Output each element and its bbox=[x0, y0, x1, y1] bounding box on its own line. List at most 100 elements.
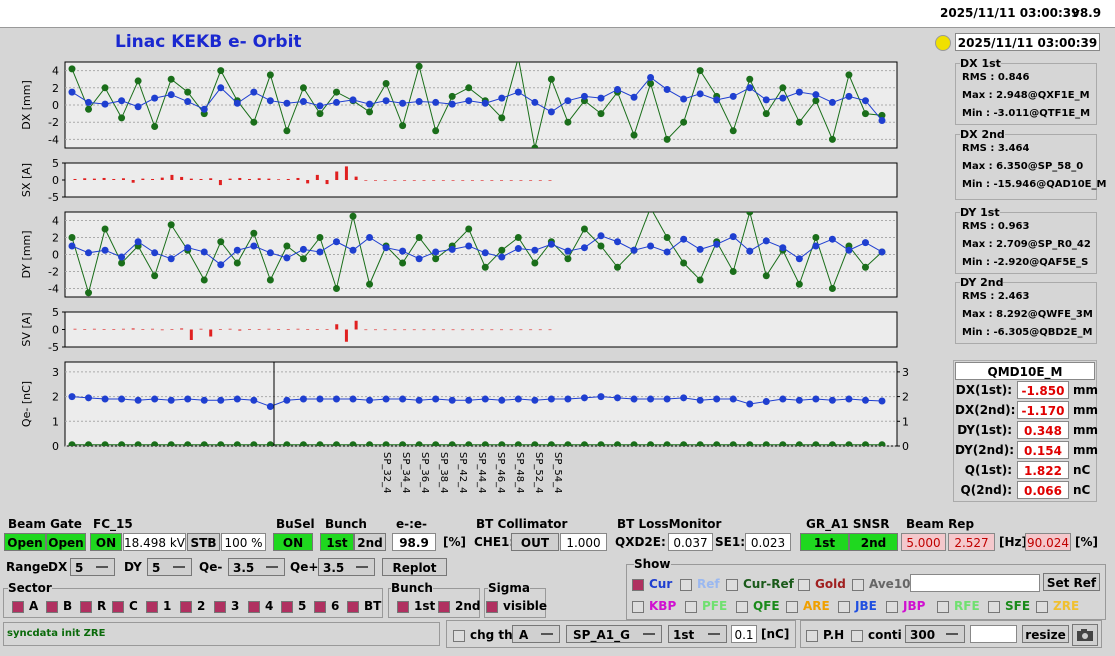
point bbox=[614, 394, 622, 402]
point bbox=[465, 225, 473, 233]
button[interactable]: ON bbox=[90, 533, 122, 551]
point bbox=[167, 396, 175, 404]
combo[interactable]: 3.5 bbox=[318, 558, 375, 576]
show-checkbox[interactable]: JBE bbox=[838, 599, 877, 613]
sector-checkbox[interactable]: BT bbox=[347, 599, 381, 613]
button[interactable]: Set Ref bbox=[1043, 573, 1100, 591]
show-checkbox[interactable]: QFE bbox=[736, 599, 780, 613]
bar bbox=[422, 180, 426, 181]
point bbox=[762, 237, 770, 245]
sector-checkbox[interactable]: C bbox=[112, 599, 138, 613]
button[interactable]: 1st bbox=[320, 533, 354, 551]
marks bbox=[73, 320, 552, 342]
button[interactable]: OUT bbox=[511, 533, 559, 551]
point bbox=[399, 259, 407, 267]
point bbox=[597, 232, 605, 240]
field: 2.527 bbox=[948, 533, 995, 551]
point bbox=[233, 395, 241, 403]
show-checkbox[interactable]: ZRE bbox=[1036, 599, 1079, 613]
input[interactable] bbox=[970, 625, 1017, 643]
bar bbox=[238, 329, 242, 331]
sector-checkbox[interactable]: A bbox=[12, 599, 38, 613]
indicator bbox=[935, 35, 951, 51]
bar bbox=[529, 180, 533, 181]
label: 2 bbox=[197, 599, 206, 613]
point bbox=[85, 441, 93, 446]
input[interactable]: 0.1 bbox=[731, 625, 757, 643]
point bbox=[614, 238, 622, 246]
label: R bbox=[97, 599, 107, 613]
input[interactable] bbox=[910, 574, 1040, 592]
bar bbox=[131, 328, 135, 330]
row-label: Q(2nd): bbox=[960, 483, 1012, 497]
group bbox=[446, 620, 796, 648]
checkbox-box bbox=[798, 578, 810, 591]
show-checkbox[interactable]: Ave10 bbox=[852, 577, 911, 591]
row-value: 0.348 bbox=[1017, 421, 1069, 439]
combo[interactable]: 5 bbox=[70, 558, 115, 576]
combo[interactable]: 5 bbox=[147, 558, 192, 576]
checkbox-box bbox=[80, 600, 92, 613]
bunch-checkbox[interactable]: 1st bbox=[397, 599, 435, 613]
combo[interactable]: 300 bbox=[905, 625, 965, 643]
show-checkbox[interactable]: PFE bbox=[685, 599, 727, 613]
point bbox=[845, 441, 853, 446]
combo[interactable]: SP_A1_G bbox=[566, 625, 662, 643]
point bbox=[498, 246, 506, 254]
bar bbox=[500, 180, 504, 181]
checkbox[interactable]: visible bbox=[486, 599, 547, 613]
label: DY bbox=[124, 560, 142, 574]
checkbox[interactable]: chg th bbox=[453, 628, 513, 642]
button[interactable]: 2nd bbox=[354, 533, 386, 551]
point bbox=[200, 276, 208, 284]
combo[interactable]: 1st bbox=[668, 625, 727, 643]
point bbox=[151, 395, 159, 403]
point bbox=[663, 441, 671, 446]
marks bbox=[68, 62, 886, 148]
y2-tick-label: 0 bbox=[902, 440, 909, 453]
show-checkbox[interactable]: Cur-Ref bbox=[726, 577, 794, 591]
button[interactable]: STB bbox=[187, 533, 220, 551]
sector-checkbox[interactable]: 4 bbox=[248, 599, 273, 613]
field: 18.498 kV bbox=[123, 533, 186, 551]
button[interactable]: Open bbox=[46, 533, 86, 551]
button[interactable]: 2nd bbox=[849, 533, 898, 551]
point bbox=[432, 441, 440, 446]
bunch-checkbox[interactable]: 2nd bbox=[438, 599, 480, 613]
bar bbox=[393, 180, 397, 181]
sector-checkbox[interactable]: 6 bbox=[314, 599, 339, 613]
row-unit: mm bbox=[1073, 423, 1099, 437]
show-checkbox[interactable]: ARE bbox=[786, 599, 830, 613]
button[interactable]: Open bbox=[4, 533, 46, 551]
sector-checkbox[interactable]: 3 bbox=[214, 599, 239, 613]
sector-checkbox[interactable]: 2 bbox=[180, 599, 205, 613]
show-checkbox[interactable]: JBP bbox=[886, 599, 925, 613]
button[interactable]: ON bbox=[273, 533, 313, 551]
show-checkbox[interactable]: Gold bbox=[798, 577, 846, 591]
combo[interactable]: 3.5 bbox=[228, 558, 285, 576]
camera-button[interactable] bbox=[1072, 624, 1098, 646]
sector-checkbox[interactable]: B bbox=[46, 599, 72, 613]
sector-checkbox[interactable]: 5 bbox=[281, 599, 306, 613]
point bbox=[465, 441, 473, 446]
point bbox=[498, 396, 506, 404]
bar bbox=[529, 329, 533, 331]
show-checkbox[interactable]: KBP bbox=[632, 599, 676, 613]
show-checkbox[interactable]: Cur bbox=[632, 577, 672, 591]
combo[interactable]: A bbox=[512, 625, 560, 643]
show-checkbox[interactable]: SFE bbox=[988, 599, 1030, 613]
bar bbox=[412, 329, 416, 331]
button[interactable]: Replot bbox=[382, 558, 447, 576]
field: 0.023 bbox=[745, 533, 791, 551]
checkbox[interactable]: P.H bbox=[806, 628, 844, 642]
sector-checkbox[interactable]: R bbox=[80, 599, 106, 613]
show-checkbox[interactable]: Ref bbox=[680, 577, 720, 591]
point bbox=[200, 396, 208, 404]
show-checkbox[interactable]: RFE bbox=[937, 599, 980, 613]
button[interactable]: resize bbox=[1022, 625, 1069, 643]
point bbox=[779, 395, 787, 403]
checkbox[interactable]: conti bbox=[851, 628, 902, 642]
point bbox=[399, 395, 407, 403]
sector-checkbox[interactable]: 1 bbox=[146, 599, 171, 613]
button[interactable]: 1st bbox=[800, 533, 849, 551]
